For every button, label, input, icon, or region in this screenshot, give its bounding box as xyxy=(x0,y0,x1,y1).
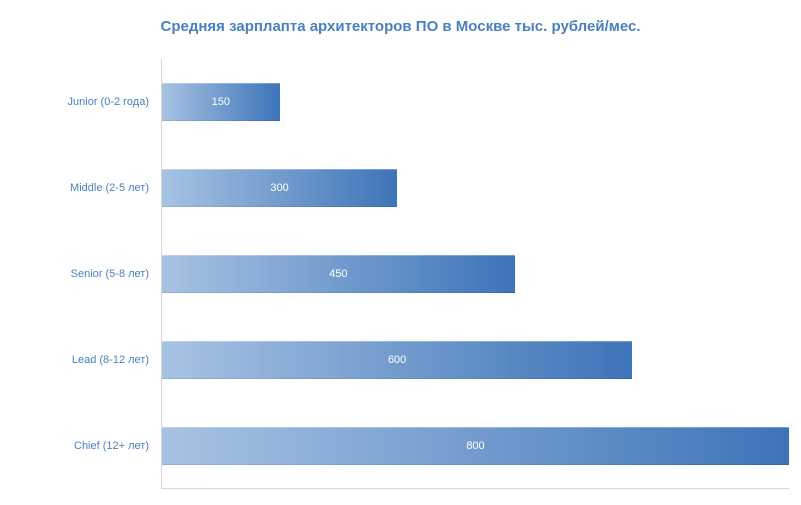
salary-chart: Средняя зарплапта архитекторов ПО в Моск… xyxy=(0,0,801,505)
y-label: Middle (2-5 лет) xyxy=(12,145,161,231)
bar-middle: 300 xyxy=(162,169,397,207)
bar-junior: 150 xyxy=(162,83,280,121)
x-baseline xyxy=(162,488,789,489)
y-label: Lead (8-12 лет) xyxy=(12,317,161,403)
bar-value: 450 xyxy=(329,268,347,280)
bar-senior: 450 xyxy=(162,255,515,293)
bar-row: 300 xyxy=(162,145,789,231)
y-label: Chief (12+ лет) xyxy=(12,403,161,489)
bar-value: 150 xyxy=(212,96,230,108)
y-label: Junior (0-2 года) xyxy=(12,59,161,145)
bar-row: 600 xyxy=(162,317,789,403)
bar-row: 450 xyxy=(162,231,789,317)
y-label: Senior (5-8 лет) xyxy=(12,231,161,317)
plot-area: Junior (0-2 года) Middle (2-5 лет) Senio… xyxy=(12,59,789,489)
chart-title: Средняя зарплапта архитекторов ПО в Моск… xyxy=(12,18,789,35)
bars-area: 150 300 450 600 800 xyxy=(162,59,789,489)
bar-value: 300 xyxy=(270,182,288,194)
y-axis: Junior (0-2 года) Middle (2-5 лет) Senio… xyxy=(12,59,162,489)
bar-chief: 800 xyxy=(162,427,789,465)
bar-value: 800 xyxy=(466,440,484,452)
bar-row: 150 xyxy=(162,59,789,145)
bar-lead: 600 xyxy=(162,341,632,379)
bar-value: 600 xyxy=(388,354,406,366)
bar-row: 800 xyxy=(162,403,789,489)
